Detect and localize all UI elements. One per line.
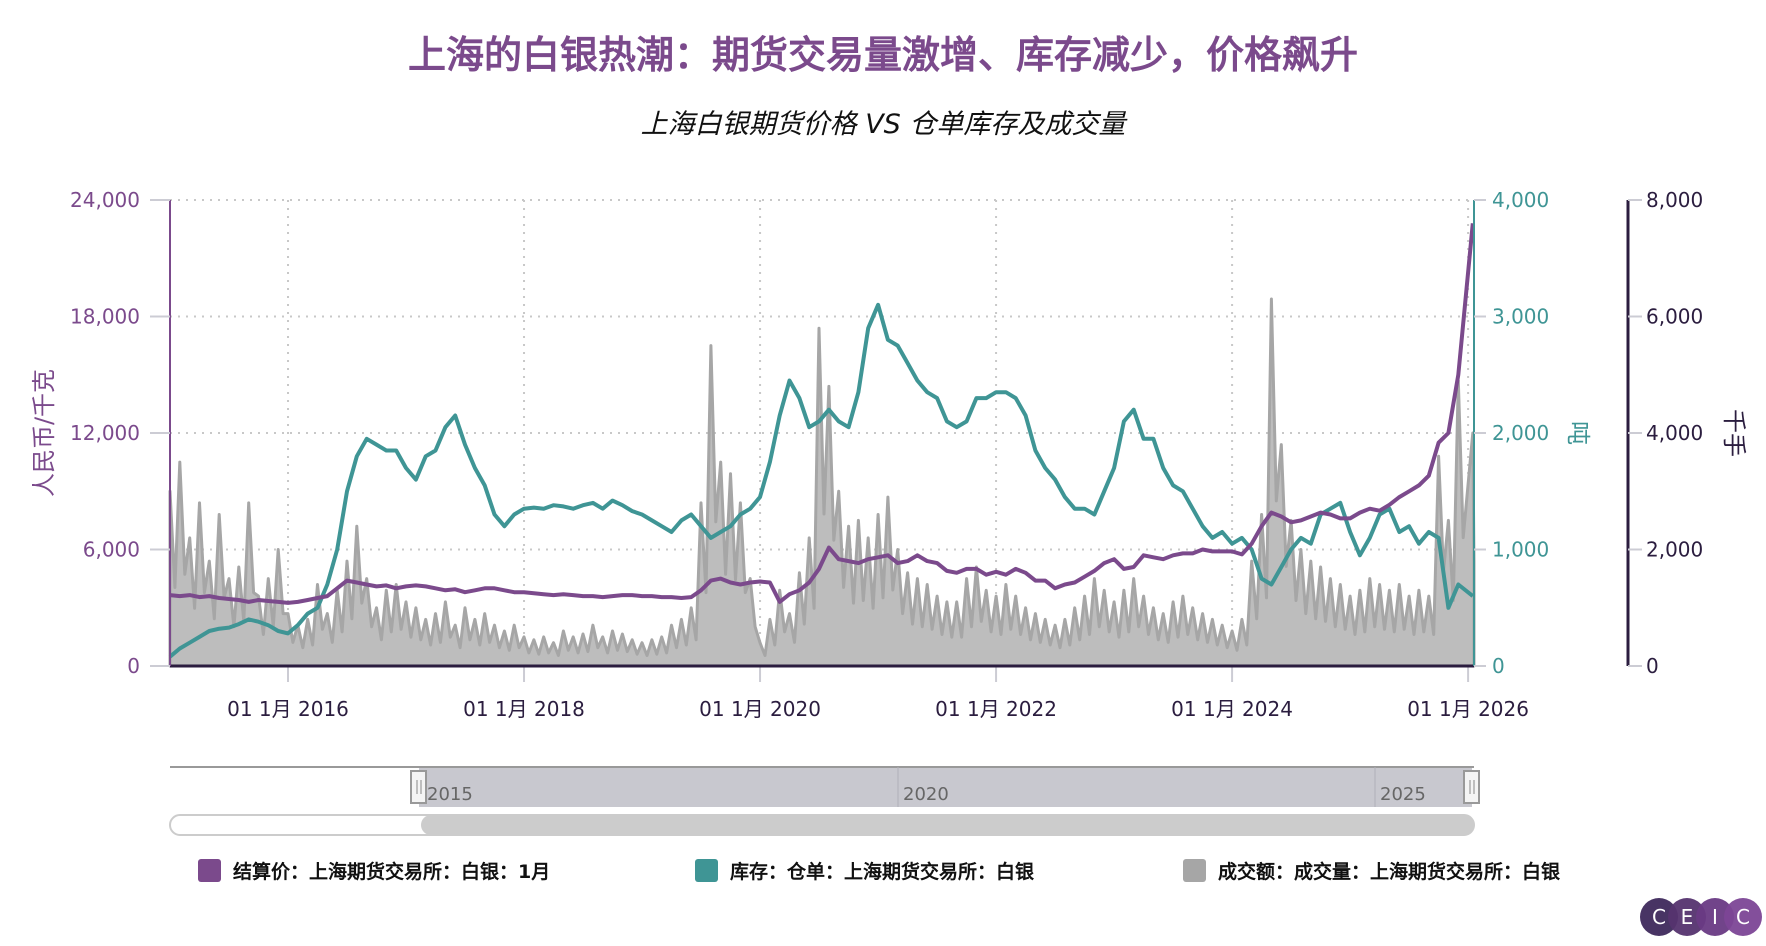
left-tick-label: 6,000 [83, 538, 140, 562]
series-layer [168, 223, 1476, 668]
navigator-label: 2015 [427, 784, 473, 805]
navigator-handle[interactable] [1463, 770, 1480, 804]
axes: 01 1月 2016 01 1月 2018 01 1月 2020 01 1月 2022… [30, 188, 1748, 721]
inventory-tick-label: 4,000 [1492, 188, 1549, 212]
inventory-tick-label: 1,000 [1492, 538, 1549, 562]
price-line [169, 223, 1475, 605]
legend-swatch-price [198, 859, 221, 882]
navigator-label: 2025 [1380, 784, 1426, 805]
x-tick-label: 01 1月 2022 [935, 697, 1057, 721]
legend-label-volume: 成交额：成交量：上海期货交易所：白银 [1218, 861, 1561, 883]
legend-label-price: 结算价：上海期货交易所：白银：1月 [233, 861, 551, 883]
left-tick-label: 0 [127, 654, 140, 678]
legend-swatch-volume [1183, 859, 1206, 882]
volume-tick-label: 0 [1646, 654, 1659, 678]
inventory-line [168, 302, 1475, 659]
navigator-handle[interactable] [410, 770, 427, 804]
grid [170, 199, 1474, 666]
navigator-selection [419, 766, 1472, 807]
chart-subtitle: 上海白银期货价格 VS 仓单库存及成交量 [640, 109, 1126, 140]
left-tick-label: 24,000 [70, 188, 140, 212]
legend-label-inventory: 库存：仓单：上海期货交易所：白银 [730, 861, 1035, 883]
scrollbar-thumb[interactable] [421, 815, 1474, 835]
volume-axis-title: 千手 [1720, 409, 1748, 457]
volume-area [168, 297, 1476, 668]
inventory-tick-label: 2,000 [1492, 421, 1549, 445]
navigator[interactable]: 2015 2020 2025 [169, 766, 1480, 836]
logo-letter: C [1724, 898, 1762, 936]
inventory-tick-label: 0 [1492, 654, 1505, 678]
chart-title: 上海的白银热潮：期货交易量激增、库存减少，价格飙升 [407, 33, 1358, 77]
x-tick-label: 01 1月 2018 [463, 697, 585, 721]
inventory-tick-label: 3,000 [1492, 305, 1549, 329]
legend-item-price[interactable]: 结算价：上海期货交易所：白银：1月 [198, 857, 550, 884]
x-tick-label: 01 1月 2024 [1171, 697, 1293, 721]
left-tick-label: 18,000 [70, 305, 140, 329]
x-tick-label: 01 1月 2026 [1407, 697, 1529, 721]
left-tick-label: 12,000 [70, 421, 140, 445]
volume-tick-label: 8,000 [1646, 188, 1703, 212]
x-tick-label: 01 1月 2016 [227, 697, 349, 721]
volume-tick-label: 6,000 [1646, 305, 1703, 329]
volume-tick-label: 4,000 [1646, 421, 1703, 445]
legend-swatch-inventory [695, 859, 718, 882]
x-tick-label: 01 1月 2020 [699, 697, 821, 721]
volume-tick-label: 2,000 [1646, 538, 1703, 562]
left-axis-title: 人民币/千克 [30, 369, 58, 497]
inventory-axis-title: 吨 [1564, 421, 1592, 445]
legend-item-volume[interactable]: 成交额：成交量：上海期货交易所：白银 [1183, 857, 1560, 884]
legend-item-inventory[interactable]: 库存：仓单：上海期货交易所：白银 [695, 857, 1034, 884]
ceic-logo: C E I C [1640, 898, 1764, 938]
navigator-label: 2020 [903, 784, 949, 805]
